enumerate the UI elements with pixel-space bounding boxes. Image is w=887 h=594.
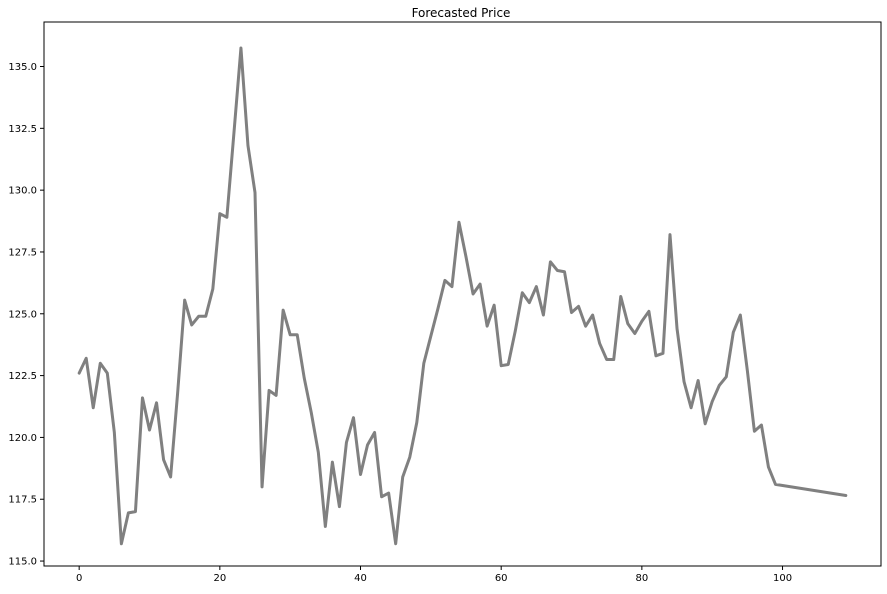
y-tick-label: 125.0 — [8, 309, 37, 320]
y-tick-label: 122.5 — [8, 371, 37, 382]
plot-frame — [43, 21, 882, 567]
y-tick-label: 135.0 — [8, 62, 37, 73]
y-tick-label: 117.5 — [8, 495, 37, 506]
x-tick-label: 80 — [635, 573, 648, 584]
x-tick-label: 100 — [773, 573, 792, 584]
x-tick-label: 20 — [213, 573, 226, 584]
x-tick-label: 0 — [76, 573, 82, 584]
y-tick-label: 115.0 — [8, 557, 37, 568]
axes: 0 20 40 60 80 100 115.0 117.5 120.0 122.5 125.0 127… — [8, 21, 882, 584]
plot-area — [77, 46, 848, 546]
x-tick-label: 40 — [354, 573, 367, 584]
y-tick-label: 127.5 — [8, 247, 37, 258]
y-tick-label: 130.0 — [8, 186, 37, 197]
x-tick-label: 60 — [495, 573, 508, 584]
y-tick-label: 132.5 — [8, 124, 37, 135]
y-tick-label: 120.0 — [8, 433, 37, 444]
chart-title: Forecasted Price — [412, 6, 511, 20]
series-line-0 — [77, 46, 848, 546]
